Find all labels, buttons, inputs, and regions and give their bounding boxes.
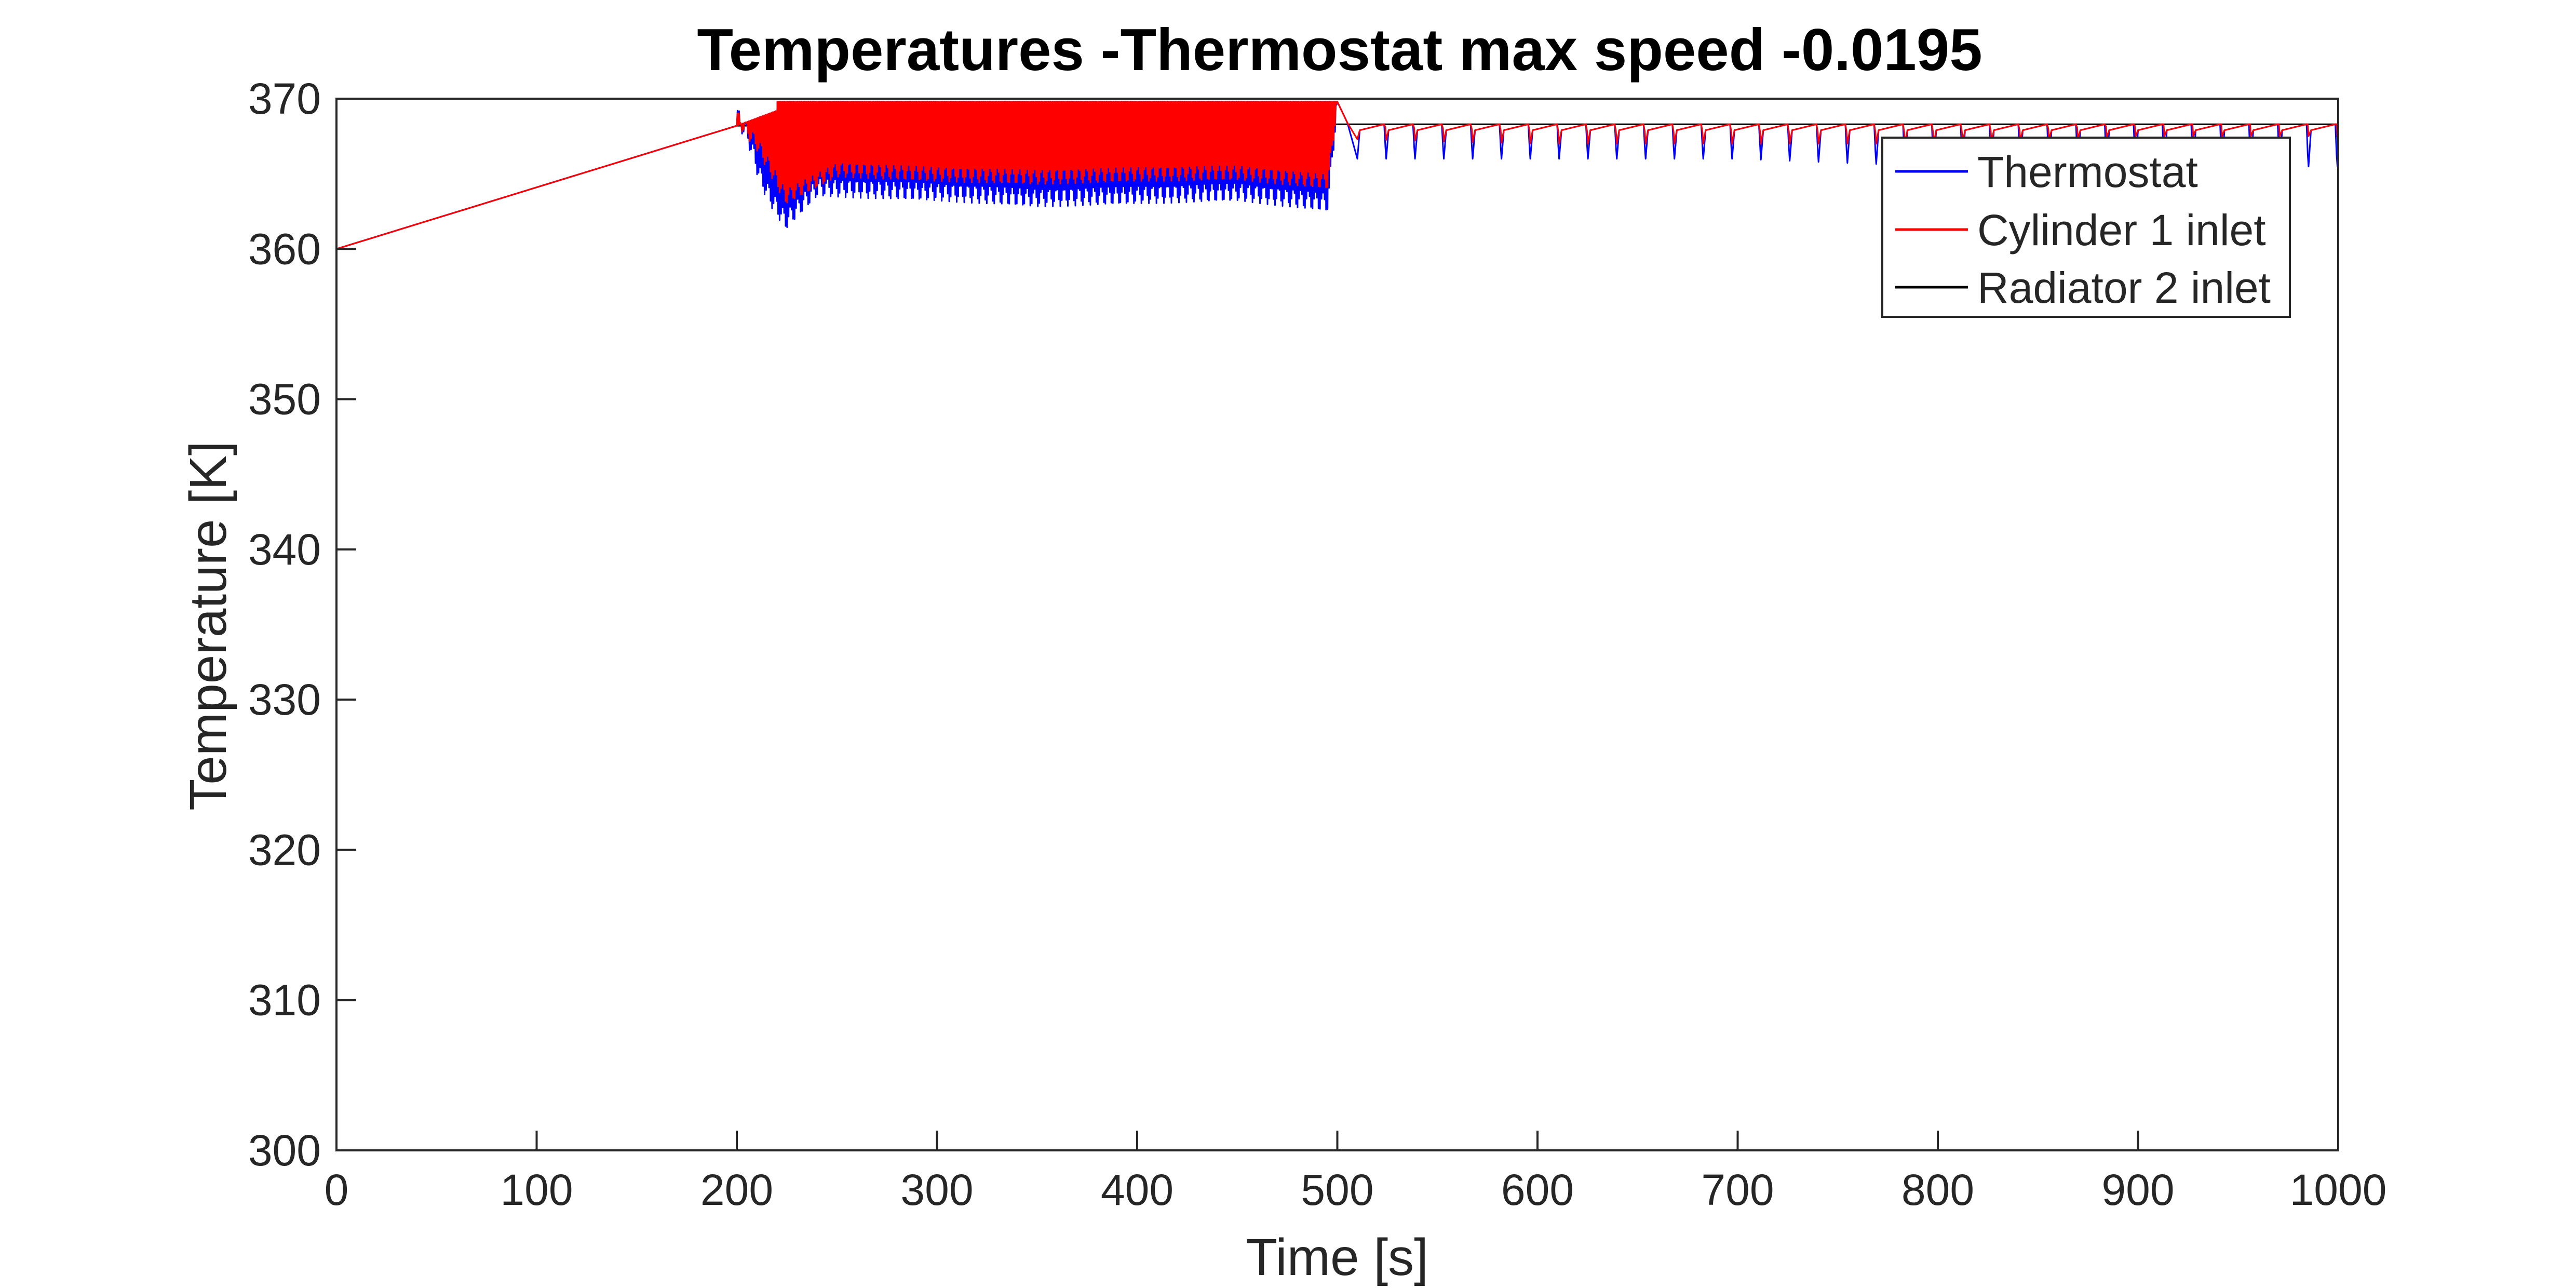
x-tick-label: 400: [1101, 1165, 1174, 1214]
x-tick-label: 500: [1301, 1165, 1373, 1214]
y-tick-label: 330: [248, 675, 321, 724]
plot-area: 0 100 200 300 400 500 600 700 800 900 1000 3003103…: [248, 74, 2387, 1214]
chart-legend: Thermostat Cylinder 1 inlet Radiator 2 i…: [1881, 137, 2291, 318]
y-tick-label: 300: [248, 1126, 321, 1175]
x-axis-label: Time [s]: [1246, 1228, 1428, 1286]
chart-title: Temperatures -Thermostat max speed -0.01…: [697, 17, 1982, 83]
x-tick-label: 200: [700, 1165, 773, 1214]
x-tick-label: 900: [2101, 1165, 2174, 1214]
y-tick-label: 350: [248, 375, 321, 424]
x-tick-label: 700: [1701, 1165, 1774, 1214]
x-axis-ticks: 0 100 200 300 400 500 600 700 800 900 1000: [325, 1131, 2387, 1214]
y-axis-label: Temperature [K]: [179, 441, 237, 810]
x-tick-label: 600: [1501, 1165, 1574, 1214]
series-line-cylinder-1-inlet: [336, 101, 2338, 250]
y-tick-label: 340: [248, 525, 321, 574]
x-tick-label: 300: [900, 1165, 973, 1214]
x-tick-label: 100: [500, 1165, 573, 1214]
legend-label-cylinder-1-inlet: Cylinder 1 inlet: [1977, 206, 2266, 254]
x-tick-label: 800: [1901, 1165, 1974, 1214]
y-tick-label: 310: [248, 976, 321, 1025]
legend-label-thermostat: Thermostat: [1977, 147, 2198, 196]
series-layer: [336, 101, 2338, 250]
legend-label-radiator-2-inlet: Radiator 2 inlet: [1977, 263, 2271, 312]
x-tick-label: 0: [325, 1165, 349, 1214]
y-tick-label: 370: [248, 74, 321, 123]
y-tick-label: 320: [248, 825, 321, 874]
x-tick-label: 1000: [2290, 1165, 2387, 1214]
y-axis-ticks: 300 310 320 330 340 350 360 370: [248, 74, 356, 1175]
y-tick-label: 360: [248, 224, 321, 273]
